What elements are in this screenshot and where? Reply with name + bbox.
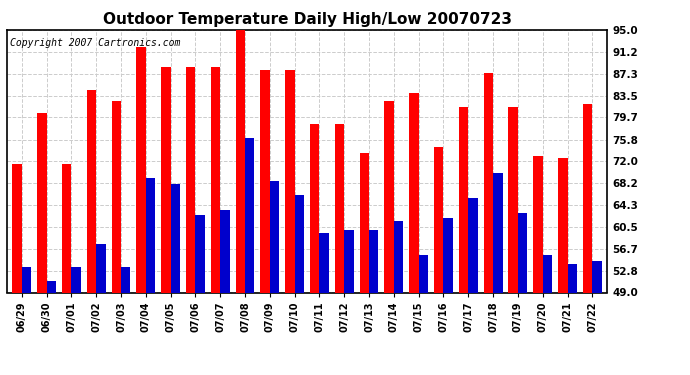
Bar	[384, 101, 394, 292]
Bar	[37, 113, 47, 292]
Bar	[220, 210, 230, 292]
Bar	[592, 261, 602, 292]
Bar	[444, 218, 453, 292]
Bar	[509, 107, 518, 292]
Bar	[543, 255, 552, 292]
Bar	[344, 230, 354, 292]
Bar	[270, 181, 279, 292]
Bar	[583, 104, 592, 292]
Bar	[146, 178, 155, 292]
Bar	[459, 107, 469, 292]
Title: Outdoor Temperature Daily High/Low 20070723: Outdoor Temperature Daily High/Low 20070…	[103, 12, 511, 27]
Bar	[310, 124, 319, 292]
Bar	[47, 281, 56, 292]
Bar	[558, 158, 567, 292]
Bar	[161, 67, 170, 292]
Bar	[434, 147, 444, 292]
Bar	[567, 264, 577, 292]
Bar	[419, 255, 428, 292]
Bar	[211, 67, 220, 292]
Bar	[409, 93, 419, 292]
Bar	[335, 124, 344, 292]
Bar	[137, 47, 146, 292]
Bar	[186, 67, 195, 292]
Bar	[484, 73, 493, 292]
Bar	[518, 213, 527, 292]
Bar	[533, 156, 543, 292]
Bar	[469, 198, 477, 292]
Bar	[359, 153, 369, 292]
Bar	[493, 172, 502, 292]
Bar	[170, 184, 180, 292]
Bar	[394, 221, 403, 292]
Text: Copyright 2007 Cartronics.com: Copyright 2007 Cartronics.com	[10, 38, 180, 48]
Bar	[369, 230, 379, 292]
Bar	[22, 267, 31, 292]
Bar	[235, 30, 245, 292]
Bar	[71, 267, 81, 292]
Bar	[12, 164, 22, 292]
Bar	[112, 101, 121, 292]
Bar	[260, 70, 270, 292]
Bar	[62, 164, 71, 292]
Bar	[96, 244, 106, 292]
Bar	[285, 70, 295, 292]
Bar	[195, 216, 205, 292]
Bar	[121, 267, 130, 292]
Bar	[87, 90, 96, 292]
Bar	[245, 138, 255, 292]
Bar	[319, 232, 329, 292]
Bar	[295, 195, 304, 292]
